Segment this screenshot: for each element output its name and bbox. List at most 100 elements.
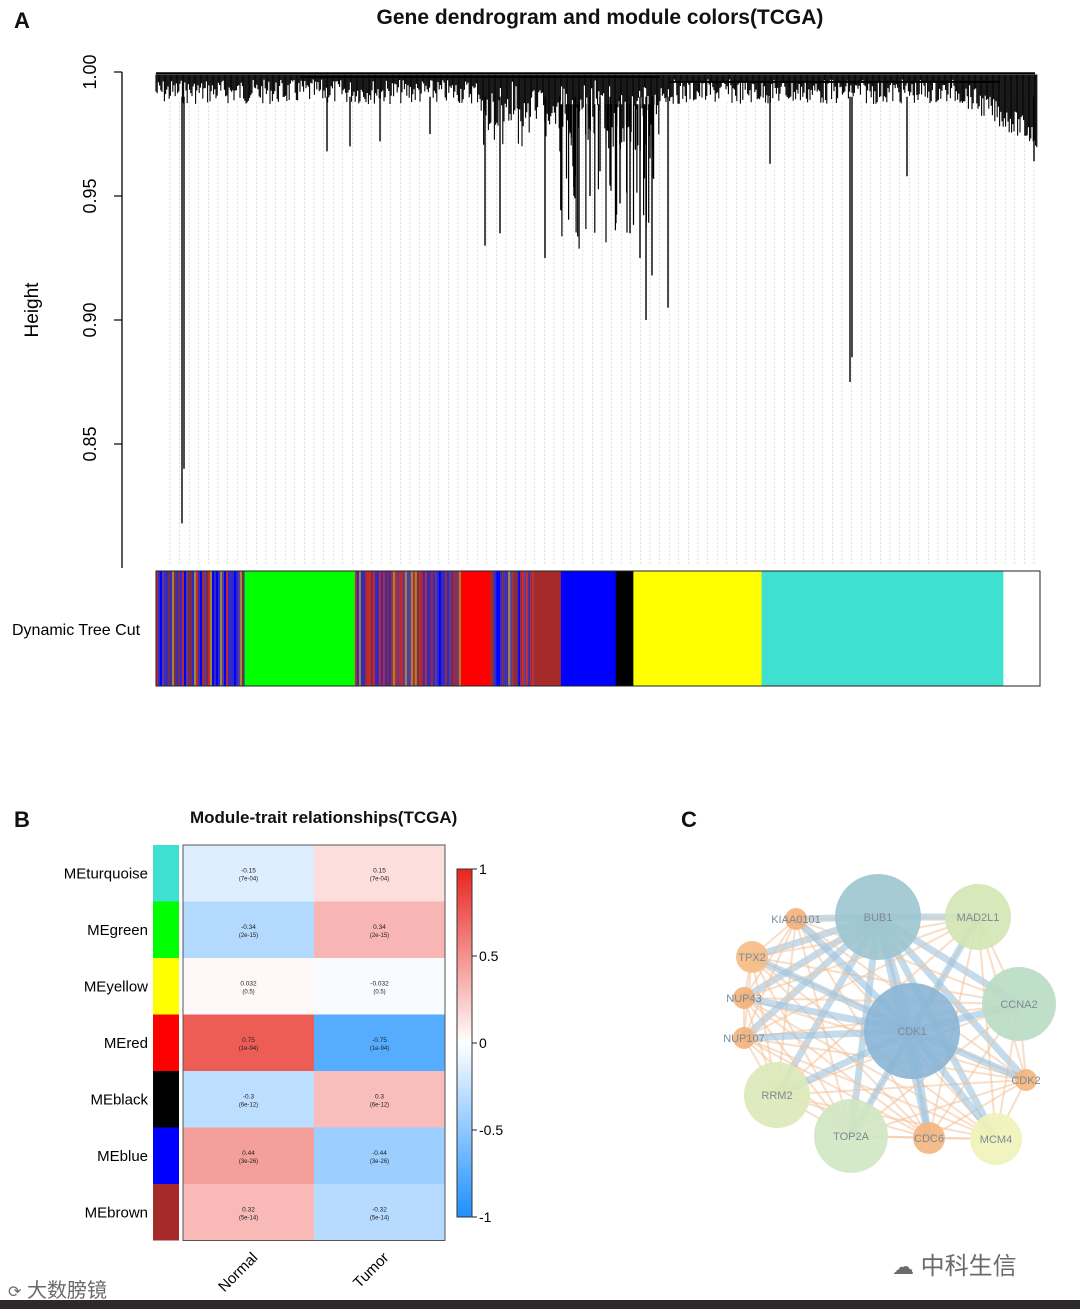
network-edge (795, 918, 852, 1137)
network-node (733, 1027, 755, 1049)
module-stripe (214, 571, 217, 686)
y-tick-label: 0.85 (80, 426, 100, 461)
row-label: MEturquoise (64, 865, 148, 882)
panel-letter-a: A (14, 8, 30, 33)
network-node-label: CDK2 (1011, 1075, 1040, 1087)
network-edge (743, 918, 797, 999)
module-stripe (238, 571, 241, 686)
module-color-bar (155, 570, 1041, 687)
module-stripe (458, 571, 462, 686)
module-stripe (358, 571, 362, 686)
dendrogram-branches (181, 96, 1035, 524)
heatmap-cell (314, 845, 445, 902)
module-stripe (210, 571, 213, 686)
heatmap-cell (183, 1184, 314, 1241)
panel-letter-b: B (14, 807, 30, 832)
network-edge (751, 956, 930, 1139)
module-stripe (240, 571, 243, 686)
module-stripe (524, 571, 527, 686)
watermark-left-text: 大数膀镜 (26, 1280, 107, 1302)
cell-value-label: 0.15 (373, 867, 386, 874)
row-label: MEyellow (84, 978, 148, 995)
module-stripe (532, 571, 535, 686)
network-node (785, 908, 807, 930)
network-node-label: MCM4 (980, 1134, 1012, 1146)
network-node-label: MAD2L1 (957, 912, 1000, 924)
module-stripe (386, 571, 390, 686)
module-segment-black (615, 571, 634, 686)
cell-pvalue-label: (2e-15) (370, 933, 389, 939)
module-stripe (374, 571, 378, 686)
heatmap-cell (314, 1184, 445, 1241)
module-stripe (232, 571, 235, 686)
dendrogram-merges (156, 72, 1035, 83)
module-stripe (394, 571, 398, 686)
module-stripe (454, 571, 458, 686)
module-stripe (506, 571, 509, 686)
cell-value-label: -0.44 (372, 1150, 387, 1157)
module-stripe (434, 571, 438, 686)
cell-pvalue-label: (5e-14) (239, 1215, 258, 1221)
module-stripe (494, 571, 497, 686)
network-edge (795, 918, 930, 1139)
cell-pvalue-label: (7e-04) (370, 876, 389, 882)
module-stripe (178, 571, 181, 686)
y-tick-label: 1.00 (80, 54, 100, 89)
network-node-label: RRM2 (761, 1090, 792, 1102)
module-stripe (164, 571, 167, 686)
module-stripe (156, 571, 159, 686)
module-stripe (202, 571, 205, 686)
row-color-swatch (153, 1071, 179, 1128)
cell-pvalue-label: (3e-26) (239, 1159, 258, 1165)
watermark-left: ⟳ 大数膀镜 (8, 1274, 107, 1303)
module-stripe (378, 571, 382, 686)
module-stripe (440, 571, 444, 686)
module-stripe (176, 571, 179, 686)
module-stripe (198, 571, 201, 686)
cell-pvalue-label: (1e-94) (370, 1046, 389, 1052)
module-stripe (184, 571, 187, 686)
cell-value-label: -0.75 (372, 1037, 387, 1044)
heatmap-cell (183, 901, 314, 958)
module-stripe (170, 571, 173, 686)
cell-pvalue-label: (7e-04) (239, 876, 258, 882)
module-segment-blue (560, 571, 617, 686)
module-stripe (228, 571, 231, 686)
module-stripe (354, 571, 358, 686)
module-stripe (200, 571, 203, 686)
cell-pvalue-label: (3e-26) (370, 1159, 389, 1165)
module-bar-border (155, 570, 1041, 687)
legend-tick-label: -0.5 (479, 1122, 503, 1138)
module-stripe (448, 571, 452, 686)
module-stripe (392, 571, 396, 686)
module-stripe (456, 571, 460, 686)
module-stripe (428, 571, 432, 686)
module-stripe (166, 571, 169, 686)
module-segment-green (244, 571, 356, 686)
module-stripe (430, 571, 434, 686)
y-tick-label: 0.95 (80, 178, 100, 213)
network-node (945, 884, 1011, 950)
module-stripe (180, 571, 183, 686)
heatmap-title: Module-trait relationships(TCGA) (190, 808, 458, 827)
module-stripe (406, 571, 410, 686)
module-stripe (234, 571, 237, 686)
row-color-swatch (153, 1014, 179, 1071)
module-segment-yellow (633, 571, 763, 686)
network-node (835, 874, 921, 960)
module-stripe (424, 571, 428, 686)
module-stripe (216, 571, 219, 686)
cell-value-label: -0.032 (370, 980, 389, 987)
module-stripe (452, 571, 456, 686)
wechat-icon: ☁ (892, 1254, 914, 1279)
module-stripe (396, 571, 400, 686)
module-stripe (368, 571, 372, 686)
heatmap-cell (183, 958, 314, 1015)
network-node (982, 967, 1056, 1041)
network-node-label: CDC6 (914, 1133, 944, 1145)
module-stripe (372, 571, 376, 686)
module-stripe (498, 571, 501, 686)
module-stripe (366, 571, 370, 686)
watermark-logo-icon: ⟳ (8, 1284, 22, 1301)
